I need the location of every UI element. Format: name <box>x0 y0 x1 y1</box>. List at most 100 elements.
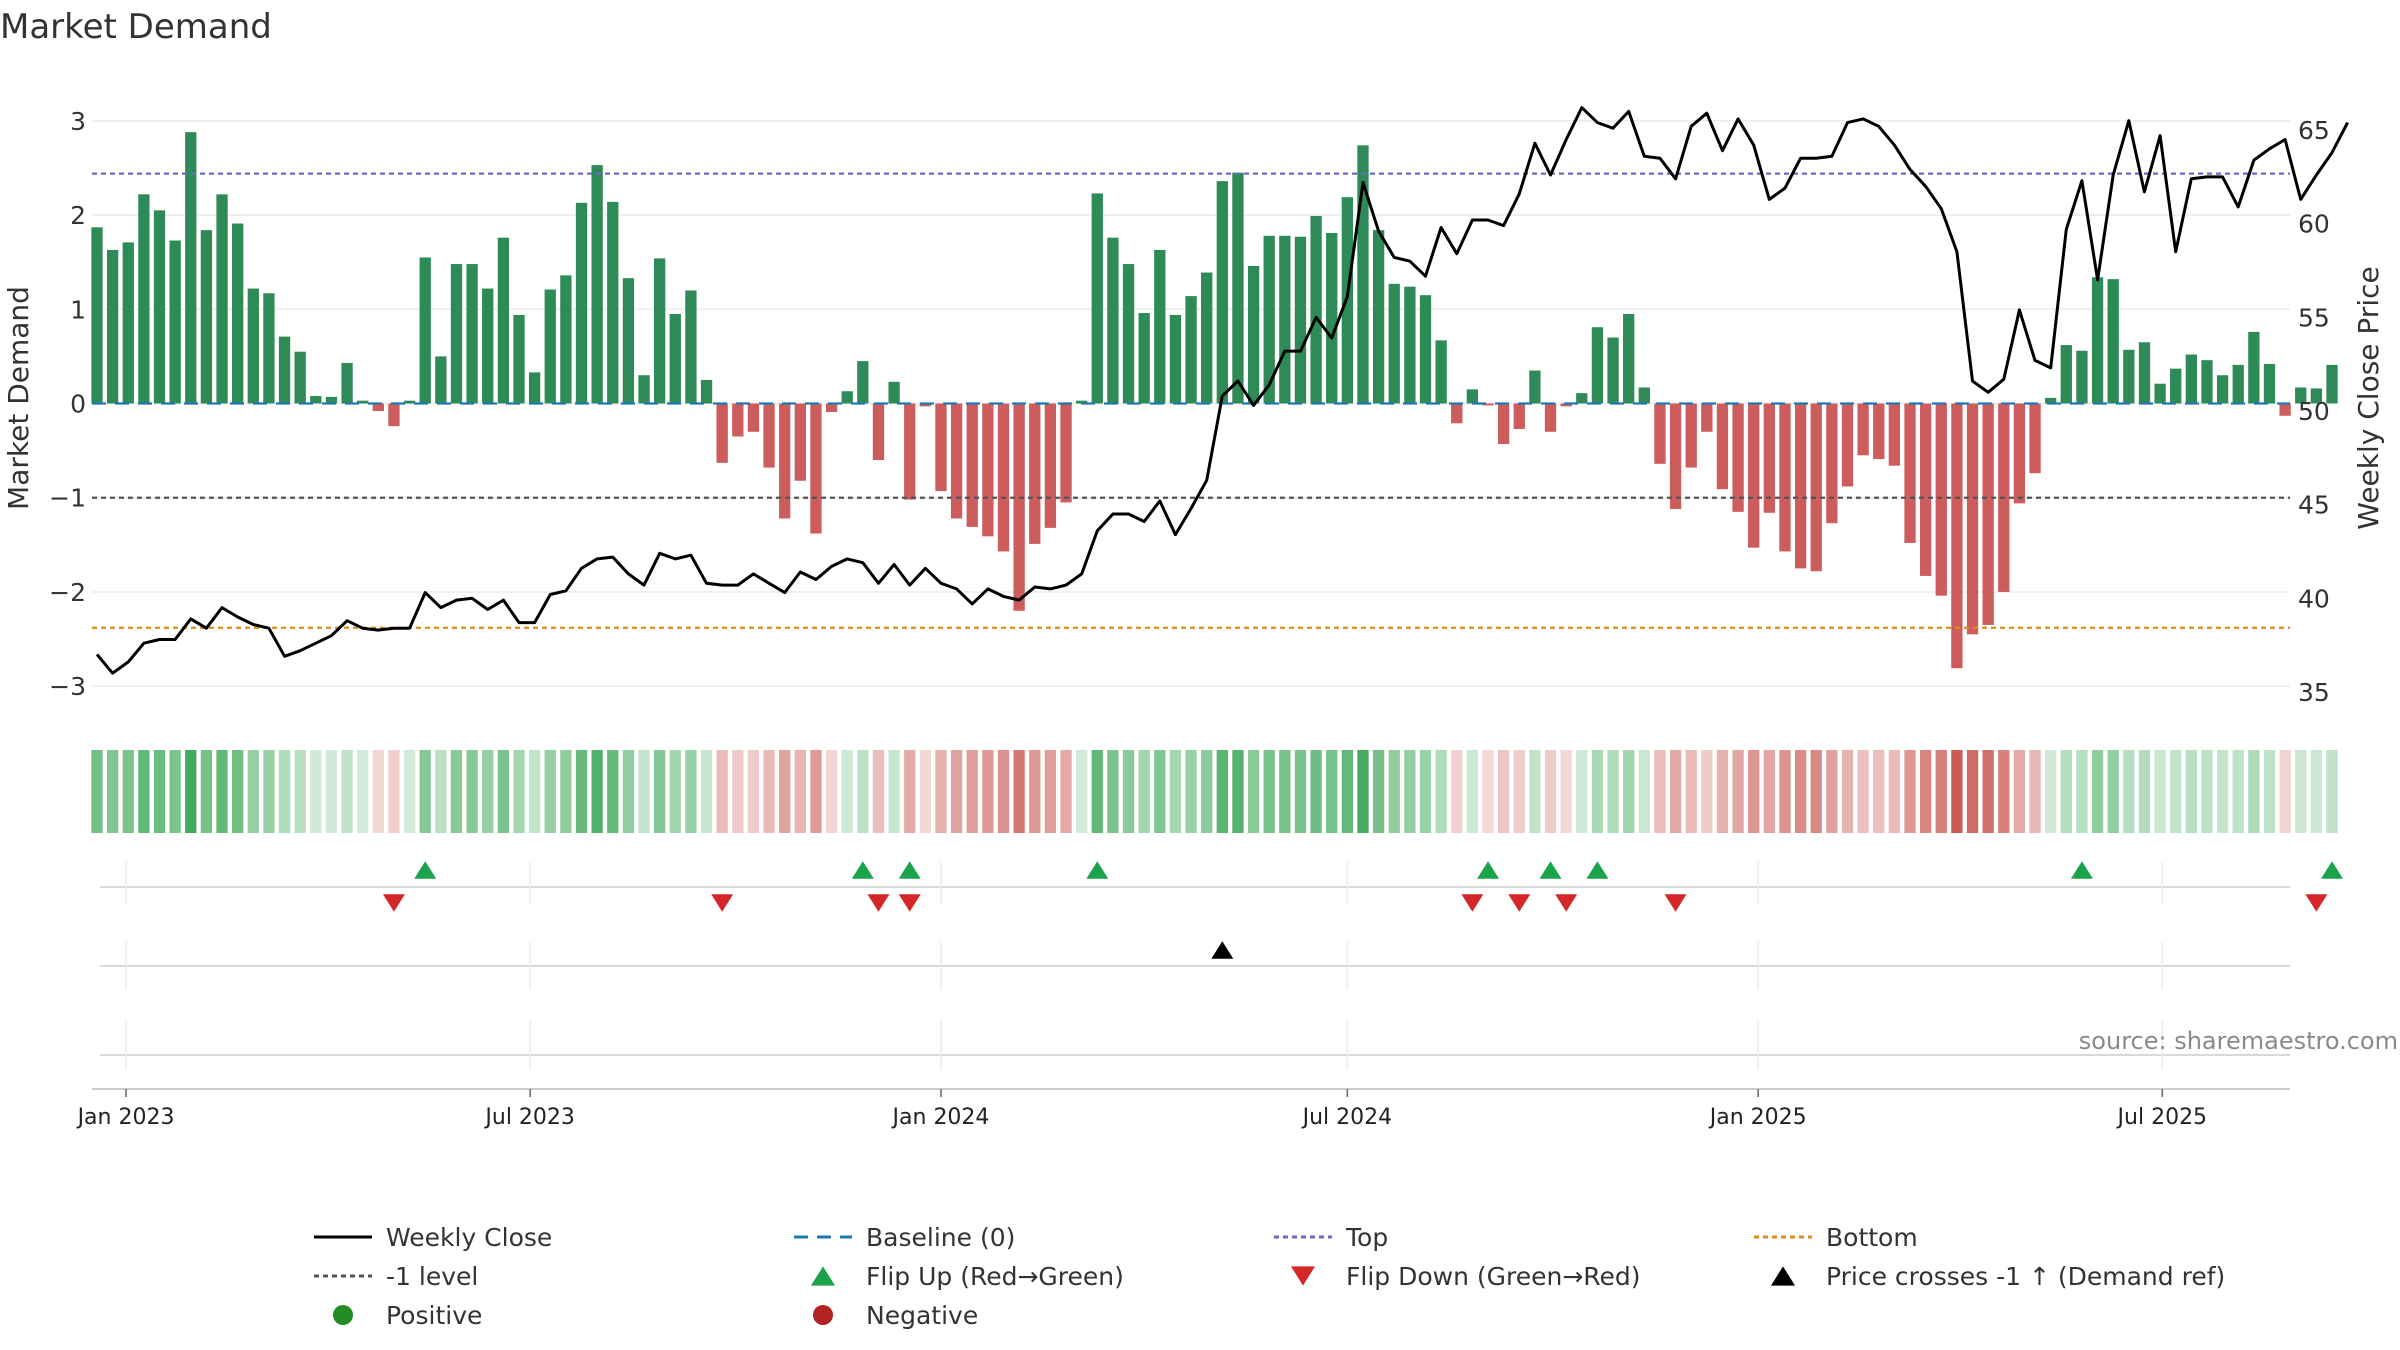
positive-demand-bar <box>2216 375 2229 404</box>
legend-label: Top <box>1345 1223 1388 1252</box>
positive-demand-bar <box>669 313 681 404</box>
y-tick-label-left: 3 <box>70 107 86 136</box>
flip-up-marker <box>2070 861 2093 879</box>
positive-demand-bar <box>278 336 291 404</box>
positive-demand-bar <box>1154 249 1166 404</box>
positive-demand-bar <box>403 400 416 404</box>
flip-down-marker <box>1555 894 1578 912</box>
positive-demand-bar <box>497 237 510 404</box>
heat-strip-cell <box>435 750 447 833</box>
heat-strip-cell <box>1935 750 1947 833</box>
positive-demand-bar <box>2154 383 2166 404</box>
chart-title: Market Demand <box>0 7 272 47</box>
flip-up-marker <box>1586 861 1609 879</box>
positive-demand-bar <box>138 194 150 404</box>
heat-strip-cell <box>122 750 134 833</box>
legend-swatch-down-triangle <box>1291 1266 1315 1286</box>
legend-item: -1 level <box>314 1262 478 1291</box>
heat-strip-cell <box>2201 750 2213 833</box>
heat-strip-cell <box>1654 750 1666 833</box>
negative-demand-bar <box>2029 403 2041 474</box>
heat-strip-cell <box>1810 750 1822 833</box>
heat-strip-cell <box>1044 750 1057 833</box>
heat-strip-cell <box>1107 750 1119 833</box>
heat-strip-cell <box>1029 750 1041 833</box>
heat-strip-cell <box>403 750 416 833</box>
y-axis-label-right: Weekly Close Price <box>2352 266 2385 529</box>
heat-strip-cell <box>232 750 244 833</box>
heat-strip-cell <box>1857 750 1869 833</box>
positive-demand-bar <box>216 194 228 404</box>
heat-strip-cell <box>1247 750 1260 833</box>
heat-strip-cell <box>1310 750 1322 833</box>
flip-up-marker <box>414 861 437 879</box>
positive-demand-bar <box>1216 181 1228 404</box>
positive-demand-bar <box>888 381 900 404</box>
heat-strip-cell <box>1201 750 1213 833</box>
negative-demand-bar <box>982 403 994 537</box>
heat-strip-cell <box>1888 750 1901 833</box>
positive-demand-bar <box>1466 389 1479 404</box>
heat-strip-cell <box>950 750 963 833</box>
heat-strip-cell <box>1873 750 1885 833</box>
heat-strip-cell <box>466 750 478 833</box>
negative-demand-bar <box>1044 403 1057 528</box>
positive-demand-bar <box>1623 313 1635 404</box>
heat-strip-cell <box>2138 750 2151 833</box>
left-y-ticks: 3 2 1 0 −1 −2 −3 <box>49 107 86 701</box>
heat-strip-cell <box>872 750 885 833</box>
positive-demand-bar <box>1138 313 1150 404</box>
heat-strip-cell <box>1341 750 1353 833</box>
negative-demand-bar <box>1826 403 1838 524</box>
heat-strip-cell <box>1982 750 1994 833</box>
flip-down-marker <box>2305 894 2328 912</box>
positive-demand-bar <box>654 258 666 404</box>
positive-demand-bar <box>528 372 541 404</box>
heat-strip-cell <box>2263 750 2276 833</box>
heat-strip-cell <box>779 750 791 833</box>
y-tick-label-right: 60 <box>2298 210 2330 239</box>
heat-strip-cell <box>888 750 900 833</box>
negative-demand-bar <box>763 403 775 468</box>
y-tick-label-right: 55 <box>2298 303 2330 332</box>
heat-strip-cell <box>372 750 384 833</box>
positive-demand-bar <box>435 356 447 404</box>
negative-demand-bar <box>779 403 791 519</box>
weekly-close-line <box>95 106 2349 675</box>
positive-demand-bar <box>1185 296 1197 404</box>
heat-strip-cell <box>591 750 603 833</box>
negative-demand-bar <box>716 403 728 463</box>
heat-strip-cell <box>2170 750 2182 833</box>
positive-demand-bar <box>310 395 322 404</box>
heat-strip-cell <box>2029 750 2041 833</box>
positive-demand-bar <box>560 275 572 404</box>
y-tick-label-right: 45 <box>2298 491 2330 520</box>
positive-demand-bar <box>2107 279 2119 404</box>
heat-strip-cell <box>2107 750 2119 833</box>
heat-strip-cell <box>106 750 119 833</box>
legend-label: Price crosses -1 ↑ (Demand ref) <box>1826 1262 2225 1291</box>
negative-demand-bar <box>950 403 963 519</box>
positive-demand-bar <box>2091 277 2104 404</box>
heat-strip-cell <box>2045 750 2057 833</box>
demand-heat-strip <box>91 750 2338 833</box>
positive-demand-bar <box>841 391 853 404</box>
negative-demand-bar <box>997 403 1010 552</box>
right-y-ticks: 65 60 55 50 45 40 35 <box>2298 116 2330 707</box>
negative-demand-bar <box>810 403 822 534</box>
x-tick-label: Jul 2023 <box>483 1105 575 1130</box>
heat-strip-cell <box>1138 750 1150 833</box>
heat-strip-cell <box>450 750 463 833</box>
y-tick-label-right: 65 <box>2298 116 2330 145</box>
positive-demand-bar <box>2248 331 2260 404</box>
positive-demand-bar <box>638 375 650 404</box>
heat-strip-cell <box>1623 750 1635 833</box>
heat-strip-cell <box>794 750 806 833</box>
negative-demand-bar <box>1544 403 1557 432</box>
heat-strip-cell <box>2091 750 2104 833</box>
y-tick-label-left: −1 <box>49 484 86 513</box>
positive-demand-bar <box>1576 393 1588 404</box>
heat-strip-cell <box>1748 750 1760 833</box>
positive-demand-bar <box>2310 388 2323 404</box>
